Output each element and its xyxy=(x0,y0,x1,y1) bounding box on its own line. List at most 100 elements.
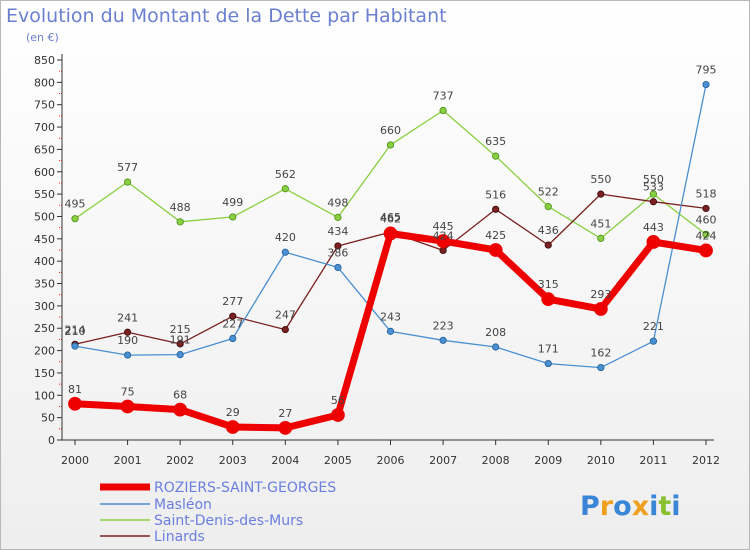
x-tick-label: 2007 xyxy=(429,454,457,467)
legend-label: Masléon xyxy=(154,497,212,513)
data-point xyxy=(544,241,552,249)
logo-text: Proxiti xyxy=(580,491,681,522)
data-point xyxy=(597,234,605,242)
y-tick-label: 250 xyxy=(34,322,55,335)
data-label: 443 xyxy=(643,221,664,234)
data-label: 445 xyxy=(433,220,454,233)
y-tick-label: 400 xyxy=(34,255,55,268)
data-label: 425 xyxy=(485,229,506,242)
data-label: 562 xyxy=(275,168,296,181)
x-tick-label: 2008 xyxy=(482,454,510,467)
data-label: 436 xyxy=(538,224,559,237)
data-point xyxy=(699,243,713,258)
y-tick-label: 50 xyxy=(41,412,55,425)
y-tick-label: 300 xyxy=(34,300,55,313)
data-point xyxy=(173,402,188,417)
data-label: 498 xyxy=(327,196,348,209)
data-label: 420 xyxy=(275,231,296,244)
data-label: 227 xyxy=(222,318,243,331)
data-label: 68 xyxy=(173,389,187,402)
data-label: 462 xyxy=(380,212,401,225)
data-labels: 495 577 488 499 562 498 660 737 635 522 451 550 460 2… xyxy=(65,64,717,420)
data-point xyxy=(544,359,552,368)
series-layer xyxy=(68,80,713,435)
axes: 0 50 100 150 200 250 300 350 400 450 500 550 600 650 7… xyxy=(34,54,720,467)
data-label: 635 xyxy=(485,135,506,148)
data-point xyxy=(334,242,342,250)
data-point xyxy=(123,328,132,336)
data-point xyxy=(597,363,605,372)
logo-letter: i xyxy=(671,491,680,522)
data-point xyxy=(229,312,237,320)
data-point xyxy=(597,190,605,198)
y-tick-label: 800 xyxy=(34,76,55,89)
data-label: 460 xyxy=(696,213,717,226)
data-point xyxy=(649,190,658,198)
data-point xyxy=(281,325,289,334)
data-label: 243 xyxy=(380,310,401,323)
data-label: 215 xyxy=(170,323,191,336)
data-point xyxy=(123,178,132,186)
data-point xyxy=(331,408,345,422)
data-label: 386 xyxy=(327,246,348,259)
data-label: 315 xyxy=(538,278,559,291)
data-label: 737 xyxy=(433,90,454,103)
y-tick-label: 750 xyxy=(34,99,55,112)
data-point xyxy=(702,204,710,213)
data-label: 522 xyxy=(538,186,559,199)
data-label: 424 xyxy=(433,229,454,242)
data-label: 241 xyxy=(117,311,138,324)
data-point xyxy=(281,248,289,256)
data-label: 277 xyxy=(222,295,243,308)
x-tick-label: 2001 xyxy=(114,454,142,467)
data-label: 516 xyxy=(485,188,506,201)
data-label: 465 xyxy=(380,211,401,224)
data-point xyxy=(436,234,450,248)
data-point xyxy=(541,292,556,307)
data-label: 162 xyxy=(590,347,611,360)
data-point xyxy=(544,203,552,211)
logo-letter: i xyxy=(649,491,658,522)
data-label: 518 xyxy=(696,187,717,200)
y-tick-label: 0 xyxy=(48,434,55,447)
data-label: 247 xyxy=(275,309,296,322)
y-tick-label: 550 xyxy=(34,188,55,201)
data-label: 81 xyxy=(68,383,82,396)
x-tick-label: 2012 xyxy=(692,454,720,467)
y-tick-label: 600 xyxy=(34,166,55,179)
data-label: 171 xyxy=(538,343,559,356)
data-point xyxy=(334,213,342,221)
logo-letter: t xyxy=(658,491,671,522)
x-tick-label: 2009 xyxy=(534,454,562,467)
data-point xyxy=(646,235,661,249)
data-label: 451 xyxy=(590,217,611,230)
data-label: 795 xyxy=(696,64,717,77)
y-tick-label: 350 xyxy=(34,278,55,291)
logo-letter: o xyxy=(613,491,632,522)
data-label: 577 xyxy=(117,161,138,174)
data-label: 660 xyxy=(380,124,401,137)
data-label: 550 xyxy=(590,173,611,186)
data-label: 424 xyxy=(696,229,717,242)
data-point xyxy=(120,399,135,414)
data-label: 214 xyxy=(65,323,86,336)
data-label: 208 xyxy=(485,326,506,339)
y-tick-label: 850 xyxy=(34,54,55,67)
x-tick-label: 2000 xyxy=(61,454,89,467)
data-label: 221 xyxy=(643,320,664,333)
data-point xyxy=(176,351,184,359)
x-tick-label: 2011 xyxy=(639,454,667,467)
x-tick-label: 2005 xyxy=(324,454,352,467)
chart-title: Evolution du Montant de la Dette par Hab… xyxy=(6,5,447,27)
data-label: 190 xyxy=(117,334,138,347)
y-tick-label: 450 xyxy=(34,233,55,246)
data-point xyxy=(439,106,447,115)
legend-label: ROZIERS-SAINT-GEORGES xyxy=(154,480,336,496)
data-point xyxy=(71,215,79,223)
data-point xyxy=(123,351,132,359)
y-tick-label: 650 xyxy=(34,143,55,156)
data-point xyxy=(649,337,658,345)
x-tick-label: 2003 xyxy=(219,454,247,467)
x-tick-label: 2006 xyxy=(377,454,405,467)
y-tick-label: 700 xyxy=(34,121,55,134)
